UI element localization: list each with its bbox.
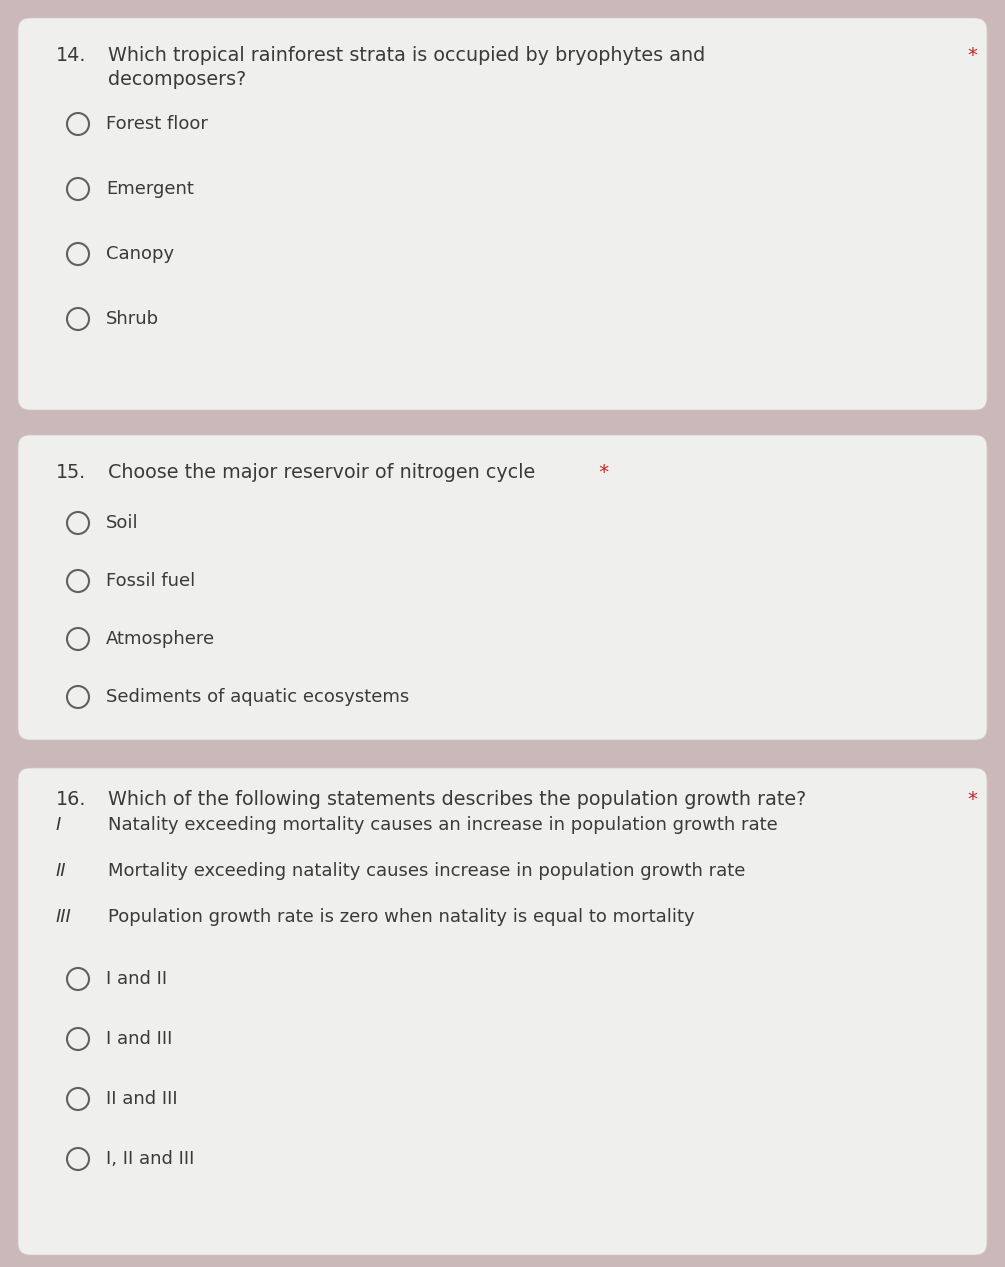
- Text: I and II: I and II: [106, 971, 167, 988]
- Text: Forest floor: Forest floor: [106, 115, 208, 133]
- Text: I and III: I and III: [106, 1030, 173, 1048]
- Text: Mortality exceeding natality causes increase in population growth rate: Mortality exceeding natality causes incr…: [108, 862, 746, 881]
- FancyBboxPatch shape: [18, 435, 987, 740]
- Text: *: *: [967, 46, 977, 65]
- Text: Natality exceeding mortality causes an increase in population growth rate: Natality exceeding mortality causes an i…: [108, 816, 778, 834]
- Text: Shrub: Shrub: [106, 310, 159, 328]
- Text: I, II and III: I, II and III: [106, 1150, 194, 1168]
- FancyBboxPatch shape: [18, 18, 987, 411]
- Text: 16.: 16.: [56, 791, 86, 810]
- Text: III: III: [56, 908, 71, 926]
- Text: II: II: [56, 862, 66, 881]
- Text: Choose the major reservoir of nitrogen cycle: Choose the major reservoir of nitrogen c…: [108, 462, 536, 481]
- FancyBboxPatch shape: [18, 768, 987, 1256]
- Text: Population growth rate is zero when natality is equal to mortality: Population growth rate is zero when nata…: [108, 908, 694, 926]
- Text: Emergent: Emergent: [106, 180, 194, 198]
- Text: decomposers?: decomposers?: [108, 70, 246, 89]
- Text: Atmosphere: Atmosphere: [106, 630, 215, 647]
- Text: *: *: [593, 462, 609, 481]
- Text: I: I: [56, 816, 61, 834]
- Text: II and III: II and III: [106, 1090, 178, 1109]
- Text: Which tropical rainforest strata is occupied by bryophytes and: Which tropical rainforest strata is occu…: [108, 46, 706, 65]
- Text: 14.: 14.: [56, 46, 86, 65]
- Text: Sediments of aquatic ecosystems: Sediments of aquatic ecosystems: [106, 688, 409, 706]
- Text: Canopy: Canopy: [106, 245, 174, 264]
- Text: *: *: [967, 791, 977, 810]
- Text: Fossil fuel: Fossil fuel: [106, 571, 195, 590]
- Text: Soil: Soil: [106, 514, 139, 532]
- Text: 15.: 15.: [56, 462, 86, 481]
- Text: Which of the following statements describes the population growth rate?: Which of the following statements descri…: [108, 791, 806, 810]
